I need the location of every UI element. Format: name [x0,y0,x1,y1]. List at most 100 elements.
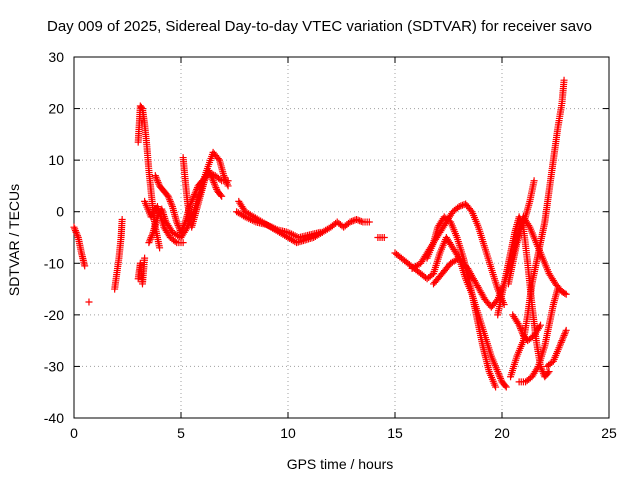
data-point [519,220,527,228]
data-point [177,228,185,236]
data-point [180,221,188,229]
data-point [562,326,570,334]
data-point [515,213,523,221]
data-point [146,237,154,245]
data-point [201,177,209,185]
data-point [164,192,172,200]
plot-frame [73,56,610,419]
data-point [192,187,200,195]
axes [73,56,610,419]
data-point [147,234,155,241]
data-point [168,201,176,209]
data-point [217,191,225,199]
data-point [561,328,569,336]
data-point [212,184,220,192]
data-point [502,383,510,391]
data-point [191,191,199,199]
data-point [501,382,509,390]
data-point [154,211,162,219]
data-point [517,326,525,334]
data-point [457,202,465,210]
data-point [167,199,175,207]
data-point [517,223,525,231]
data-point [352,215,360,223]
data-point [211,180,219,188]
data-point [516,323,524,331]
data-point [181,220,189,228]
data-point [218,192,226,200]
data-point [357,217,365,225]
chart-title: Day 009 of 2025, Sidereal Day-to-day VTE… [47,18,592,35]
data-point [152,173,160,181]
data-point [562,290,570,298]
data-point [354,216,362,224]
data-point [455,203,463,211]
data-point [190,192,198,200]
data-point [145,239,153,247]
x-tick-label: 10 [280,425,296,441]
data-point [173,218,181,226]
data-point [356,217,364,225]
data-point [525,221,533,229]
data-point [380,234,388,241]
data-point [206,170,214,178]
data-point [179,239,187,247]
data-point [154,178,162,186]
data-point [533,364,541,372]
data-point [535,323,543,331]
data-point [165,194,173,202]
y-tick-label: 10 [48,152,64,168]
data-point [346,218,354,226]
data-point [153,213,161,221]
y-tick-label: -40 [44,410,64,426]
data-point [558,337,566,345]
data-point [173,220,181,228]
data-point [141,254,149,262]
data-points [70,76,570,391]
data-point [348,217,356,225]
data-point [530,177,538,185]
data-point [224,177,232,185]
x-axis-label: GPS time / hours [286,456,394,472]
data-point [209,177,217,185]
data-point [211,182,219,190]
data-point [556,340,564,348]
data-point [71,227,79,235]
y-tick-label: -30 [44,358,64,374]
data-point [559,335,567,343]
data-point [191,189,199,197]
data-point [193,185,201,193]
data-point [178,225,186,233]
data-point [210,178,218,186]
data-point [118,215,126,223]
data-point [72,228,80,236]
data-point [560,76,568,84]
data-point [151,172,159,180]
y-axis-label: SDTVAR / TECUs [6,183,22,297]
x-tick-label: 0 [70,425,78,441]
data-point [85,298,93,306]
x-tick-label: 25 [601,425,617,441]
x-tick-label: 15 [387,425,403,441]
data-point [519,218,527,226]
data-point [494,369,502,377]
data-point [520,216,528,224]
data-point [561,330,569,338]
data-point [207,172,215,180]
y-tick-label: 30 [48,49,64,65]
data-point [201,175,209,183]
data-point [561,289,569,297]
data-point [70,223,78,231]
data-point [178,227,186,235]
data-point [559,333,567,341]
data-point [349,217,357,225]
data-point [518,221,526,229]
data-point [74,232,82,240]
data-point [171,237,179,245]
data-point [166,196,174,204]
data-point [496,373,504,381]
data-point [205,166,213,174]
data-point [554,285,562,293]
data-point [497,374,505,382]
data-point [365,218,373,226]
